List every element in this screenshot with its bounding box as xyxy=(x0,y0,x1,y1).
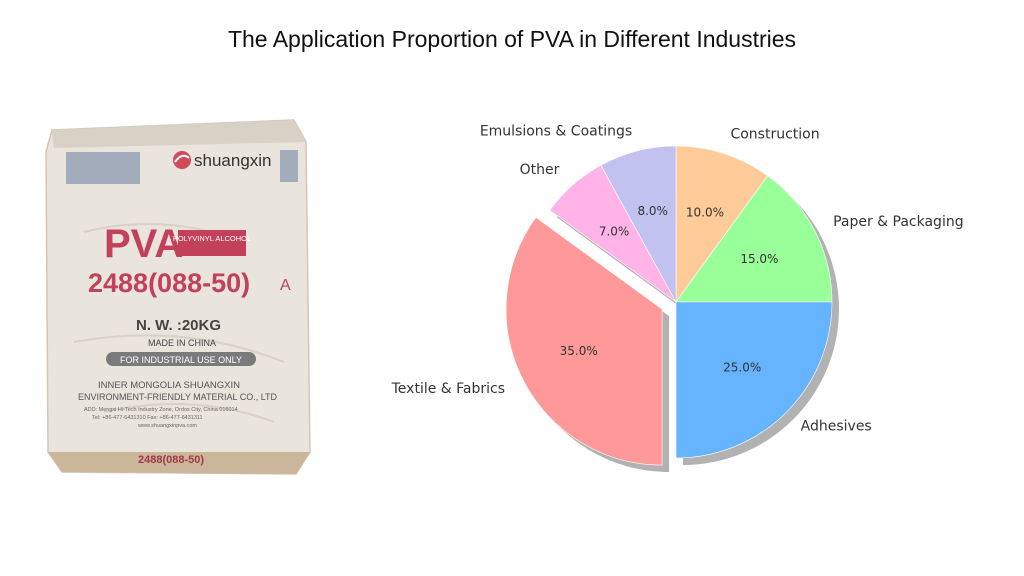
slice-label-adhesives: Adhesives xyxy=(801,419,872,435)
slice-label-textile-fabrics: Textile & Fabrics xyxy=(391,381,505,397)
bag-use-note: FOR INDUSTRIAL USE ONLY xyxy=(120,355,242,365)
bag-company-2: ENVIRONMENT-FRIENDLY MATERIAL CO., LTD xyxy=(78,392,278,402)
slice-label-other: Other xyxy=(520,162,560,178)
slice-textile-fabrics xyxy=(505,216,663,466)
pva-bag-photo: shuangxin PVA POLYVINYL ALCOHOL 2488(088… xyxy=(45,119,311,475)
slice-pct-textile-fabrics: 35.0% xyxy=(560,344,598,358)
bag-phone: Tel: +86-477-6431310 Fax: +86-477-643131… xyxy=(92,415,203,421)
pie-slices xyxy=(505,145,833,466)
chart-title: The Application Proportion of PVA in Dif… xyxy=(227,26,797,52)
bag-grade: 2488(088-50) xyxy=(88,268,250,298)
slice-pct-other: 7.0% xyxy=(599,224,630,238)
bag-bottom-fold xyxy=(48,452,310,474)
bag-stripe-left xyxy=(66,152,140,184)
pie-labels: Construction 10.0% Paper & Packaging 15.0% A… xyxy=(391,123,964,434)
bag-address: ADD: Mengxi Hi-Tech Industry Zone, Ordos… xyxy=(84,407,238,413)
bag-company-1: INNER MONGOLIA SHUANGXIN xyxy=(98,380,240,391)
slice-adhesives xyxy=(675,301,833,459)
slice-label-emulsions-coatings: Emulsions & Coatings xyxy=(480,123,632,139)
bag-stripe-right xyxy=(280,150,298,182)
bag-product-sub: POLYVINYL ALCOHOL xyxy=(173,234,251,243)
slice-label-construction: Construction xyxy=(730,126,819,142)
slice-pct-adhesives: 25.0% xyxy=(723,361,761,375)
bag-origin: MADE IN CHINA xyxy=(148,338,216,348)
slice-emulsions-coatings xyxy=(600,145,677,303)
slice-paper-packaging xyxy=(675,175,833,303)
bag-net-weight: N. W. :20KG xyxy=(136,317,221,334)
bag-brand: shuangxin xyxy=(194,151,272,170)
slice-pct-emulsions-coatings: 8.0% xyxy=(637,204,668,218)
bag-bottom-code: 2488(088-50) xyxy=(138,454,204,466)
slice-label-paper-packaging: Paper & Packaging xyxy=(833,214,964,230)
slice-pct-paper-packaging: 15.0% xyxy=(740,252,778,266)
bag-top-fold xyxy=(52,120,306,148)
bag-website: www.shuangxinpva.com xyxy=(137,423,197,429)
slice-pct-construction: 10.0% xyxy=(686,205,724,219)
slice-construction xyxy=(675,145,769,303)
bag-product: PVA xyxy=(104,222,183,266)
bag-grade-suffix: A xyxy=(280,277,291,294)
